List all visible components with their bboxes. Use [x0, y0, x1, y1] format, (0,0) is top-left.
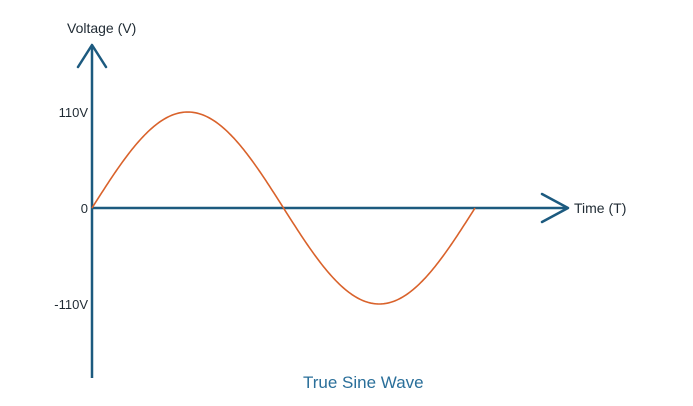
series-layer	[91, 111, 476, 305]
x-axis-arrow	[540, 192, 570, 224]
x-axis-label: Time (T)	[574, 200, 626, 216]
y-axis-arrow	[76, 43, 108, 69]
sine-wave-line	[91, 111, 476, 305]
y-tick-label: 0	[81, 201, 88, 216]
y-axis-label: Voltage (V)	[67, 20, 136, 36]
y-tick-labels: 110V 0 -110V	[54, 105, 88, 312]
chart-title: True Sine Wave	[303, 373, 424, 392]
y-tick-label: -110V	[54, 297, 88, 312]
y-tick-label: 110V	[59, 105, 89, 120]
